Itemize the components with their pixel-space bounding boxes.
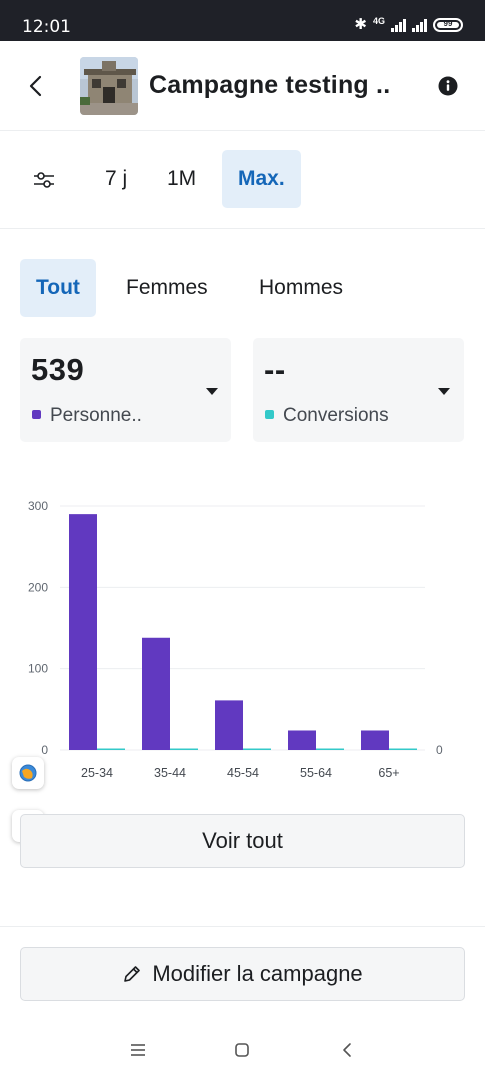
- menu-icon[interactable]: [128, 1042, 148, 1058]
- divider: [0, 926, 485, 927]
- age-bar-chart: 300 200 100 0 0 25-34 35-44 45-54 55-64 65+: [28, 499, 443, 780]
- network-type: 4G: [372, 16, 385, 26]
- signal-icon-2: [412, 18, 427, 32]
- y-tick-label: 200: [28, 580, 48, 594]
- y-tick-label: 300: [28, 499, 48, 513]
- edit-campaign-label: Modifier la campagne: [152, 961, 363, 986]
- bar-series-2: [97, 748, 125, 750]
- see-all-button[interactable]: Voir tout: [20, 814, 465, 868]
- system-nav-bar: [0, 1020, 485, 1080]
- signal-icon: [391, 18, 406, 32]
- y-right-tick-label: 0: [436, 743, 443, 757]
- metric-label: Conversions: [283, 405, 389, 426]
- legend-dot-icon: [32, 410, 41, 419]
- metric-value: --: [264, 352, 286, 387]
- x-tick-label: 25-34: [81, 766, 113, 780]
- floating-bubble-1[interactable]: [12, 757, 44, 789]
- bar-series-2: [243, 748, 271, 750]
- x-tick-label: 35-44: [154, 766, 186, 780]
- edit-campaign-button[interactable]: Modifier la campagne: [20, 947, 465, 1001]
- bar-series-1: [361, 730, 389, 750]
- bar-series-2: [316, 748, 344, 750]
- battery-level: 99: [443, 18, 453, 28]
- status-bar: 12:01 ✱ 4G 99: [0, 0, 485, 41]
- sliders-icon[interactable]: [32, 169, 56, 191]
- bar-series-1: [215, 700, 243, 750]
- back-nav-icon[interactable]: [338, 1042, 358, 1058]
- metric-value: 539: [31, 352, 85, 387]
- x-tick-label: 55-64: [300, 766, 332, 780]
- pencil-icon: [124, 966, 141, 982]
- tab-tout[interactable]: Tout: [20, 259, 96, 317]
- time-option-7j[interactable]: 7 j: [105, 167, 128, 190]
- bar-series-1: [142, 637, 170, 750]
- metric-card-people[interactable]: 539 Personne..: [20, 338, 231, 442]
- x-tick-label: 65+: [378, 766, 399, 780]
- campaign-title: Campagne testing ..: [149, 71, 391, 99]
- x-tick-label: 45-54: [227, 766, 259, 780]
- caret-down-icon[interactable]: [206, 388, 218, 395]
- tab-femmes[interactable]: Femmes: [126, 276, 208, 299]
- app-header: Campagne testing ..: [0, 41, 485, 131]
- chevron-left-icon[interactable]: [22, 71, 50, 101]
- time-option-1m[interactable]: 1M: [167, 167, 197, 190]
- status-icons: ✱ 4G 99: [354, 17, 463, 32]
- see-all-label: Voir tout: [202, 828, 283, 853]
- time-filter-bar: 7 j 1M Max.: [0, 132, 485, 229]
- bar-series-1: [69, 514, 97, 750]
- metric-card-conversions[interactable]: -- Conversions: [253, 338, 464, 442]
- bar-series-1: [288, 730, 316, 750]
- info-icon[interactable]: [438, 76, 458, 96]
- bar-series-2: [389, 748, 417, 750]
- metric-label: Personne..: [50, 405, 142, 426]
- tab-hommes[interactable]: Hommes: [259, 276, 344, 299]
- battery-icon: 99: [433, 17, 463, 32]
- status-time: 12:01: [22, 17, 71, 37]
- bar-series-2: [170, 748, 198, 750]
- y-tick-label: 100: [28, 662, 48, 676]
- campaign-thumbnail: [80, 57, 138, 115]
- legend-dot-icon: [265, 410, 274, 419]
- globe-icon: [19, 764, 37, 782]
- time-option-max[interactable]: Max.: [222, 150, 301, 208]
- home-icon[interactable]: [232, 1042, 252, 1058]
- bluetooth-icon: ✱: [354, 16, 367, 33]
- caret-down-icon[interactable]: [438, 388, 450, 395]
- y-tick-label: 0: [41, 743, 48, 757]
